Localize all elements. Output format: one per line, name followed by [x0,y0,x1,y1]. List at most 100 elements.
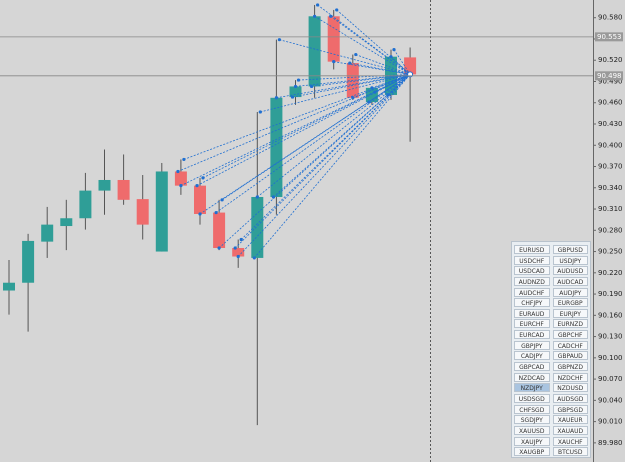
symbol-button[interactable]: AUDCHF [514,287,550,297]
link-line [257,74,411,198]
y-tick-label: 90.400 [598,141,623,149]
symbol-button[interactable]: GBPAUD [552,351,588,361]
link-line [333,61,411,75]
candle-body [213,212,226,249]
symbol-button[interactable]: GBPCAD [514,362,550,372]
symbol-button[interactable]: EURCAD [514,330,550,340]
link-dot [214,210,218,215]
plot-area [0,0,593,462]
symbol-panel: EURUSD GBPUSD USDCHF USDJPY USDCAD AUDUSD AUDN… [511,241,591,458]
symbol-button[interactable]: USDCAD [514,266,550,276]
link-line [330,15,411,75]
symbol-button[interactable]: AUDNZD [514,276,550,286]
symbol-button[interactable]: NZDJPY [514,383,550,393]
link-dot [271,195,275,199]
link-dot [176,169,180,174]
link-dot [258,110,262,114]
symbol-button[interactable]: NZDUSD [552,383,588,393]
symbol-button[interactable]: CHFSGD [514,404,550,414]
candle-body [308,16,321,87]
link-dot [332,60,336,64]
y-tick-label: 90.220 [598,269,623,277]
symbol-button[interactable]: GBPSGD [552,404,588,414]
symbol-button[interactable]: BTCUSD [552,447,588,457]
y-tick-label: 89.980 [598,439,623,447]
symbol-button[interactable]: EURCHF [514,319,550,329]
symbol-button[interactable]: NZDCHF [552,372,588,382]
symbol-button[interactable]: EURAUD [514,308,550,318]
candle-body [79,190,92,219]
price-tag [595,32,623,42]
symbol-button[interactable]: AUDSGD [552,393,588,403]
symbol-button[interactable]: USDCHF [514,255,550,265]
symbol-button[interactable]: AUDJPY [552,287,588,297]
y-tick-label: 90.520 [598,56,623,64]
link-dot [370,86,374,90]
candle-body [174,171,187,186]
price-tag-label: 90.553 [597,33,622,41]
symbol-button[interactable]: XAUUSD [514,425,550,435]
link-dot [373,90,377,94]
symbol-button[interactable]: EURNZD [552,319,588,329]
y-tick-label: 90.190 [598,290,623,298]
candle-body [41,224,54,242]
link-line [390,56,411,75]
link-dot [392,48,396,52]
symbol-button[interactable]: EURGBP [552,298,588,308]
symbol-button[interactable]: GBPNZD [552,362,588,372]
candle-body [270,97,283,197]
link-line [368,74,411,103]
symbol-button[interactable]: XAUGBP [514,447,550,457]
y-tick-label: 90.310 [598,205,623,213]
candle-body [155,171,168,252]
link-line [317,4,411,75]
symbol-button[interactable]: NZDCAD [514,372,550,382]
link-dot [313,14,317,18]
symbol-button[interactable]: SGDJPY [514,415,550,425]
link-dot [252,256,256,260]
link-dot [329,14,333,18]
symbol-button[interactable]: CADCHF [552,340,588,350]
link-line [355,54,411,75]
y-tick-label: 90.010 [598,418,623,426]
symbol-button[interactable]: XAUEUR [552,415,588,425]
y-tick-label: 90.370 [598,163,623,171]
symbol-button[interactable]: AUDUSD [552,266,588,276]
link-line [276,74,411,99]
link-line [215,74,411,213]
link-dot [274,96,278,100]
symbol-button[interactable]: XAUJPY [514,436,550,446]
y-tick-label: 90.490 [598,77,623,85]
y-tick-label: 90.040 [598,396,623,404]
link-line [311,74,411,87]
y-tick-label: 90.280 [598,226,623,234]
symbol-button[interactable]: USDSGD [514,393,550,403]
y-tick-label: 90.160 [598,311,623,319]
candle-body [404,57,417,75]
symbol-button[interactable]: GBPJPY [514,340,550,350]
link-dot [179,184,183,188]
candle-body [251,196,264,258]
symbol-button[interactable]: CADJPY [514,351,550,361]
y-tick-label: 90.130 [598,333,623,341]
symbol-button[interactable]: USDJPY [552,255,588,265]
candle-body [194,185,206,214]
link-line [221,74,411,201]
symbol-button[interactable]: XAUCHF [552,436,588,446]
y-tick-label: 90.070 [598,375,623,383]
y-tick-label: 90.430 [598,120,623,128]
symbol-button[interactable]: CHFJPY [514,298,550,308]
link-dot [348,61,352,65]
symbol-button[interactable]: EURUSD [514,245,550,254]
symbol-button[interactable]: GBPCHF [552,330,588,340]
symbol-button[interactable]: AUDCAD [552,276,588,286]
y-tick-label: 90.580 [598,14,623,22]
symbol-button[interactable]: EURJPY [552,308,588,318]
link-line [314,15,411,75]
symbol-button[interactable]: XAUAUD [552,425,588,435]
link-line [387,74,411,96]
candle-body [289,86,302,98]
symbol-button[interactable]: GBPUSD [552,245,588,254]
candle-body [60,218,73,227]
